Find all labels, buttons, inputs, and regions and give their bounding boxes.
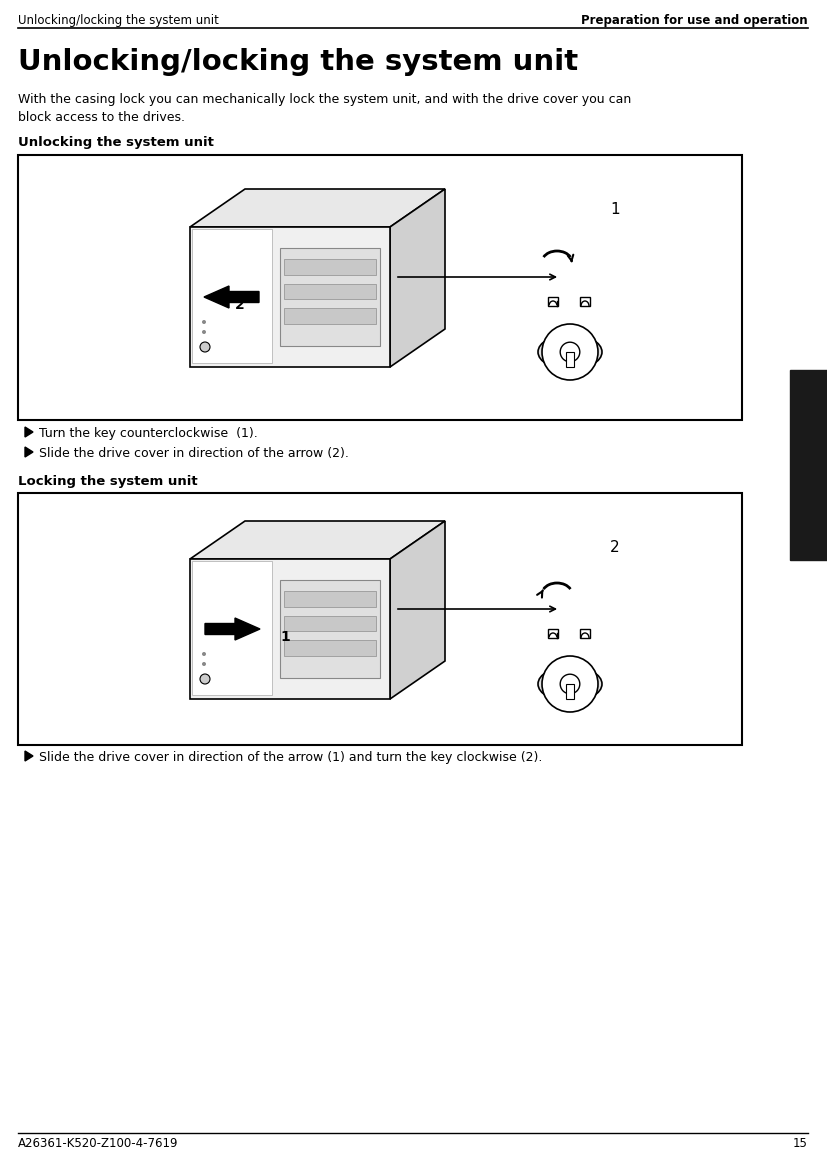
Bar: [280, 248, 380, 346]
Text: Turn the key counterclockwise  (1).: Turn the key counterclockwise (1).: [39, 427, 258, 440]
FancyArrow shape: [205, 618, 260, 640]
Circle shape: [560, 342, 580, 362]
Text: 1: 1: [280, 629, 290, 644]
Bar: [284, 616, 376, 632]
Polygon shape: [190, 189, 445, 228]
Polygon shape: [190, 228, 390, 367]
Bar: [192, 229, 272, 363]
Circle shape: [542, 656, 598, 711]
Text: 15: 15: [793, 1137, 808, 1150]
Text: Unlocking the system unit: Unlocking the system unit: [18, 136, 214, 149]
Text: With the casing lock you can mechanically lock the system unit, and with the dri: With the casing lock you can mechanicall…: [18, 94, 631, 124]
Text: Slide the drive cover in direction of the arrow (1) and turn the key clockwise (: Slide the drive cover in direction of th…: [39, 751, 543, 763]
Polygon shape: [190, 559, 390, 699]
Bar: [280, 580, 380, 678]
Text: A26361-K520-Z100-4-7619: A26361-K520-Z100-4-7619: [18, 1137, 179, 1150]
Bar: [284, 283, 376, 299]
Polygon shape: [25, 751, 33, 761]
Circle shape: [200, 342, 210, 352]
Ellipse shape: [538, 666, 602, 701]
Polygon shape: [390, 521, 445, 699]
Bar: [192, 561, 272, 695]
Bar: [548, 297, 558, 306]
Circle shape: [200, 675, 210, 684]
Bar: [580, 297, 590, 306]
Bar: [18, 155, 742, 420]
Bar: [790, 370, 827, 560]
FancyArrow shape: [204, 286, 259, 308]
Polygon shape: [190, 521, 445, 559]
Text: 2: 2: [235, 298, 245, 312]
Bar: [284, 308, 376, 323]
Circle shape: [202, 662, 206, 666]
Bar: [18, 493, 742, 745]
Polygon shape: [390, 189, 445, 367]
Circle shape: [202, 653, 206, 656]
Circle shape: [560, 675, 580, 694]
Polygon shape: [25, 447, 33, 457]
Circle shape: [542, 325, 598, 380]
Circle shape: [202, 320, 206, 325]
Ellipse shape: [538, 335, 602, 370]
Circle shape: [202, 330, 206, 334]
Bar: [580, 629, 590, 638]
Text: 2: 2: [610, 541, 619, 556]
Bar: [284, 591, 376, 606]
Bar: [284, 259, 376, 275]
Text: Unlocking/locking the system unit: Unlocking/locking the system unit: [18, 49, 578, 76]
Bar: [566, 352, 574, 367]
Text: Slide the drive cover in direction of the arrow (2).: Slide the drive cover in direction of th…: [39, 447, 349, 460]
Text: Locking the system unit: Locking the system unit: [18, 475, 198, 489]
Polygon shape: [25, 427, 33, 437]
Bar: [548, 629, 558, 638]
Bar: [566, 684, 574, 699]
Text: Preparation for use and operation: Preparation for use and operation: [581, 14, 808, 27]
Bar: [284, 640, 376, 656]
Text: Unlocking/locking the system unit: Unlocking/locking the system unit: [18, 14, 219, 27]
Text: 1: 1: [610, 202, 619, 217]
